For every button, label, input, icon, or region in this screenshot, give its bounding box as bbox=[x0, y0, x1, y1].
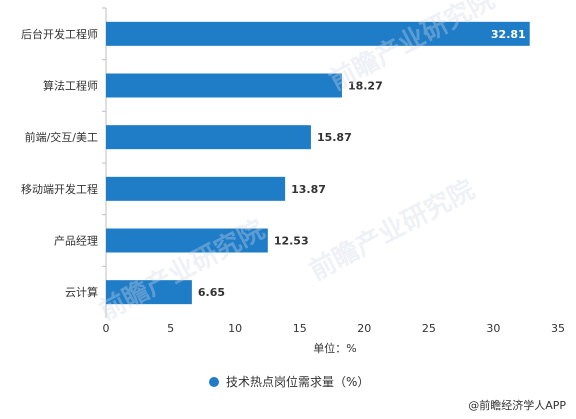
data-label: 32.81 bbox=[491, 28, 526, 41]
x-tick-label: 0 bbox=[103, 322, 110, 335]
bar bbox=[106, 21, 530, 46]
legend-marker bbox=[209, 377, 219, 387]
bar bbox=[106, 73, 342, 98]
x-tick-label: 5 bbox=[167, 322, 174, 335]
x-axis-label: 单位：% bbox=[313, 341, 356, 355]
legend-label: 技术热点岗位需求量（%） bbox=[226, 374, 369, 389]
category-label: 后台开发工程师 bbox=[21, 27, 98, 41]
data-label: 15.87 bbox=[317, 131, 352, 144]
credit-text: @前瞻经济学人APP bbox=[468, 399, 566, 412]
data-label: 12.53 bbox=[274, 235, 309, 248]
x-tick-label: 25 bbox=[422, 322, 436, 335]
data-label: 18.27 bbox=[348, 80, 383, 93]
data-label: 13.87 bbox=[291, 183, 326, 196]
x-tick-label: 20 bbox=[357, 322, 371, 335]
category-label: 前端/交互/美工 bbox=[25, 130, 98, 144]
category-label: 移动端开发工程 bbox=[21, 182, 98, 196]
x-tick-label: 30 bbox=[486, 322, 500, 335]
bar bbox=[106, 176, 286, 201]
bar bbox=[106, 228, 268, 253]
bar bbox=[106, 280, 192, 305]
category-label: 云计算 bbox=[65, 285, 98, 299]
x-tick-label: 10 bbox=[228, 322, 242, 335]
legend: 技术热点岗位需求量（%） bbox=[209, 374, 369, 389]
x-tick-label: 35 bbox=[551, 322, 565, 335]
category-label: 产品经理 bbox=[54, 234, 98, 248]
category-label: 算法工程师 bbox=[43, 79, 98, 93]
bar bbox=[106, 125, 311, 150]
x-tick-label: 15 bbox=[293, 322, 307, 335]
data-label: 6.65 bbox=[198, 286, 225, 299]
